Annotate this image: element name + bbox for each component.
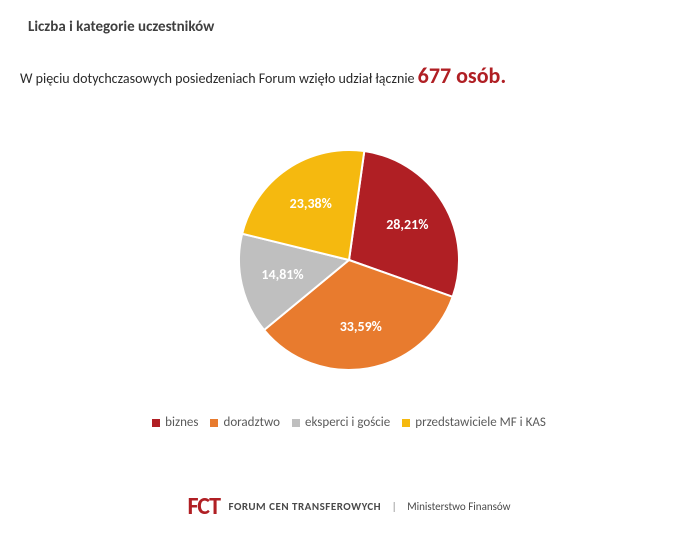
legend-item-3: przedstawiciele MF i KAS [402,415,546,430]
footer-logo: FCT [187,492,220,521]
footer-separator: | [392,500,397,513]
legend-item-2: eksperci i goście [292,415,390,430]
legend-label-3: przedstawiciele MF i KAS [415,415,546,430]
legend-marker-2 [292,419,300,427]
page-title: Liczba i kategorie uczestników [28,18,214,36]
legend-marker-3 [402,419,410,427]
subtitle-prefix: W pięciu dotychczasowych posiedzeniach F… [20,70,418,87]
legend-item-0: biznes [152,415,198,430]
legend-label-0: biznes [165,415,198,430]
legend: biznes doradztwo eksperci i goście przedsta… [0,415,698,430]
legend-item-1: doradztwo [210,415,280,430]
subtitle: W pięciu dotychczasowych posiedzeniach F… [20,62,506,89]
legend-label-2: eksperci i goście [305,415,390,430]
footer-ministry: Ministerstwo Finansów [407,500,510,513]
pie-chart: 28,21%33,59%14,81%23,38% [0,140,698,420]
footer: FCT FORUM CEN TRANSFEROWYCH | Ministerst… [0,492,698,521]
legend-marker-1 [210,419,218,427]
legend-label-1: doradztwo [223,415,280,430]
subtitle-highlight: 677 osób. [418,62,507,89]
pie-svg [239,150,459,370]
footer-org: FORUM CEN TRANSFEROWYCH [229,500,382,513]
legend-marker-0 [152,419,160,427]
